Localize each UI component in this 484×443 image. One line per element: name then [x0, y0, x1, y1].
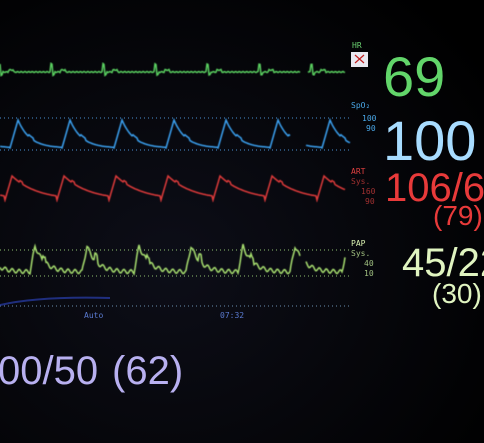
hr-value: 69 — [383, 45, 445, 108]
nibp-value: 00/50 — [0, 349, 98, 393]
spo2-scale-high: 100 — [362, 114, 377, 123]
nibp-mode: Auto — [84, 311, 103, 320]
spo2-label: SpO₂ — [351, 101, 370, 110]
art-scale-low: 90 — [365, 197, 375, 206]
art-mean: (79) — [433, 200, 483, 231]
pap-label: PAP — [351, 239, 366, 248]
monitor-screen: HR 69 SpO₂ 100 90 100 ART Sys. 160 90 10… — [0, 0, 484, 443]
pap-mean: (30) — [432, 278, 482, 309]
art-scale-high: 160 — [361, 187, 376, 196]
pap-scale-high: 40 — [364, 259, 374, 268]
hr-label: HR — [352, 41, 362, 50]
pap-mode: Sys. — [351, 249, 370, 258]
art-label: ART — [351, 167, 366, 176]
pap-scale-low: 10 — [364, 269, 374, 278]
spo2-scale-low: 90 — [366, 124, 376, 133]
art-mode: Sys. — [351, 177, 370, 186]
spo2-value: 100 — [383, 109, 476, 172]
nibp-mean: (62) — [112, 349, 183, 393]
nibp-time: 07:32 — [220, 311, 244, 320]
